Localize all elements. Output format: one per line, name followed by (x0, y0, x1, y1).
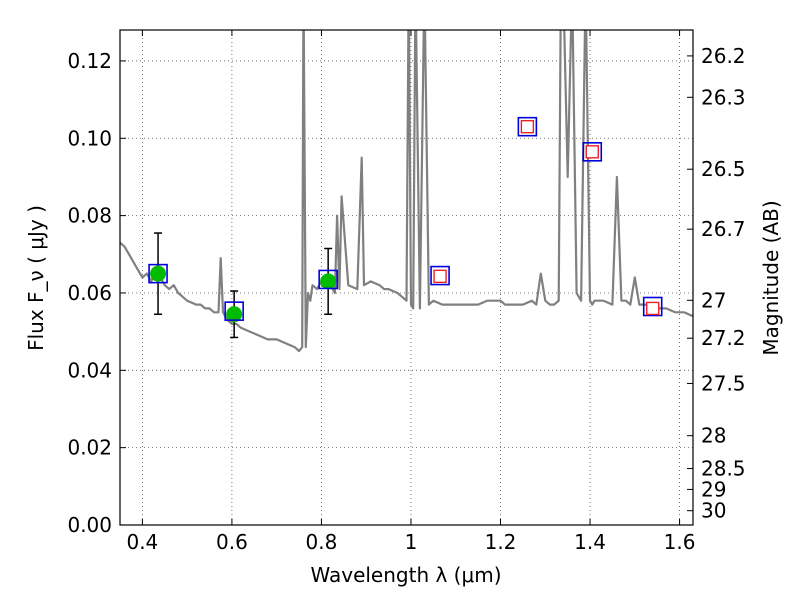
x-axis-title: Wavelength λ (μm) (310, 563, 501, 587)
right-tick-label: 27.2 (701, 326, 746, 350)
model-point (318, 269, 338, 290)
x-axis: 0.4 0.6 0.8 1 1.2 1.4 1.6 (126, 30, 695, 554)
x-tick-label: 0.6 (216, 530, 248, 554)
upper-limit-point (433, 269, 447, 284)
model-point (148, 263, 168, 284)
data-points-layer (148, 116, 663, 339)
y-tick-label: 0.02 (67, 436, 112, 460)
upper-limit-point (585, 145, 599, 159)
right-tick-label: 26.3 (701, 85, 746, 109)
x-tick-label: 1.6 (664, 530, 696, 554)
y-axis-title: Flux F_ν ( μJy ) (24, 205, 48, 351)
y-tick-label: 0.12 (67, 49, 112, 73)
model-point (430, 265, 450, 286)
y-tick-label: 0.08 (67, 204, 112, 228)
y-axis-right-title: Magnitude (AB) (759, 200, 783, 355)
y-axis-left: 0.00 0.02 0.04 0.06 0.08 0.10 0.12 (67, 49, 126, 537)
grid-lines (120, 30, 693, 526)
right-tick-label: 28.5 (701, 457, 746, 481)
x-tick-label: 0.4 (126, 530, 158, 554)
x-tick-label: 1.2 (485, 530, 517, 554)
observed-point (150, 265, 167, 282)
right-tick-label: 26.2 (701, 44, 746, 68)
right-tick-label: 27.5 (701, 371, 746, 395)
y-tick-label: 0.10 (67, 126, 112, 150)
upper-limit-point (646, 301, 660, 316)
plot-frame (119, 29, 694, 526)
right-tick-label: 26.7 (701, 217, 746, 241)
spectrum-line-layer (120, 30, 693, 353)
y-tick-label: 0.06 (67, 281, 112, 305)
right-tick-label: 26.5 (701, 157, 746, 181)
y-tick-label: 0.04 (67, 358, 112, 382)
x-tick-label: 0.8 (306, 530, 338, 554)
plot-area (119, 29, 694, 526)
x-tick-label: 1.4 (574, 530, 606, 554)
right-tick-label: 30 (701, 499, 726, 523)
model-point (642, 296, 663, 317)
model-point (224, 301, 244, 321)
y-tick-label: 0.00 (67, 513, 112, 537)
observed-point (320, 273, 337, 290)
model-point (582, 142, 603, 162)
spectrum-line (120, 30, 693, 353)
observed-point (226, 306, 243, 323)
x-tick-label: 1 (405, 530, 418, 554)
upper-limit-point (520, 119, 535, 134)
right-tick-label: 28 (701, 424, 726, 448)
model-point (517, 116, 538, 137)
right-tick-label: 27 (701, 288, 726, 312)
right-tick-label: 29 (701, 477, 726, 501)
